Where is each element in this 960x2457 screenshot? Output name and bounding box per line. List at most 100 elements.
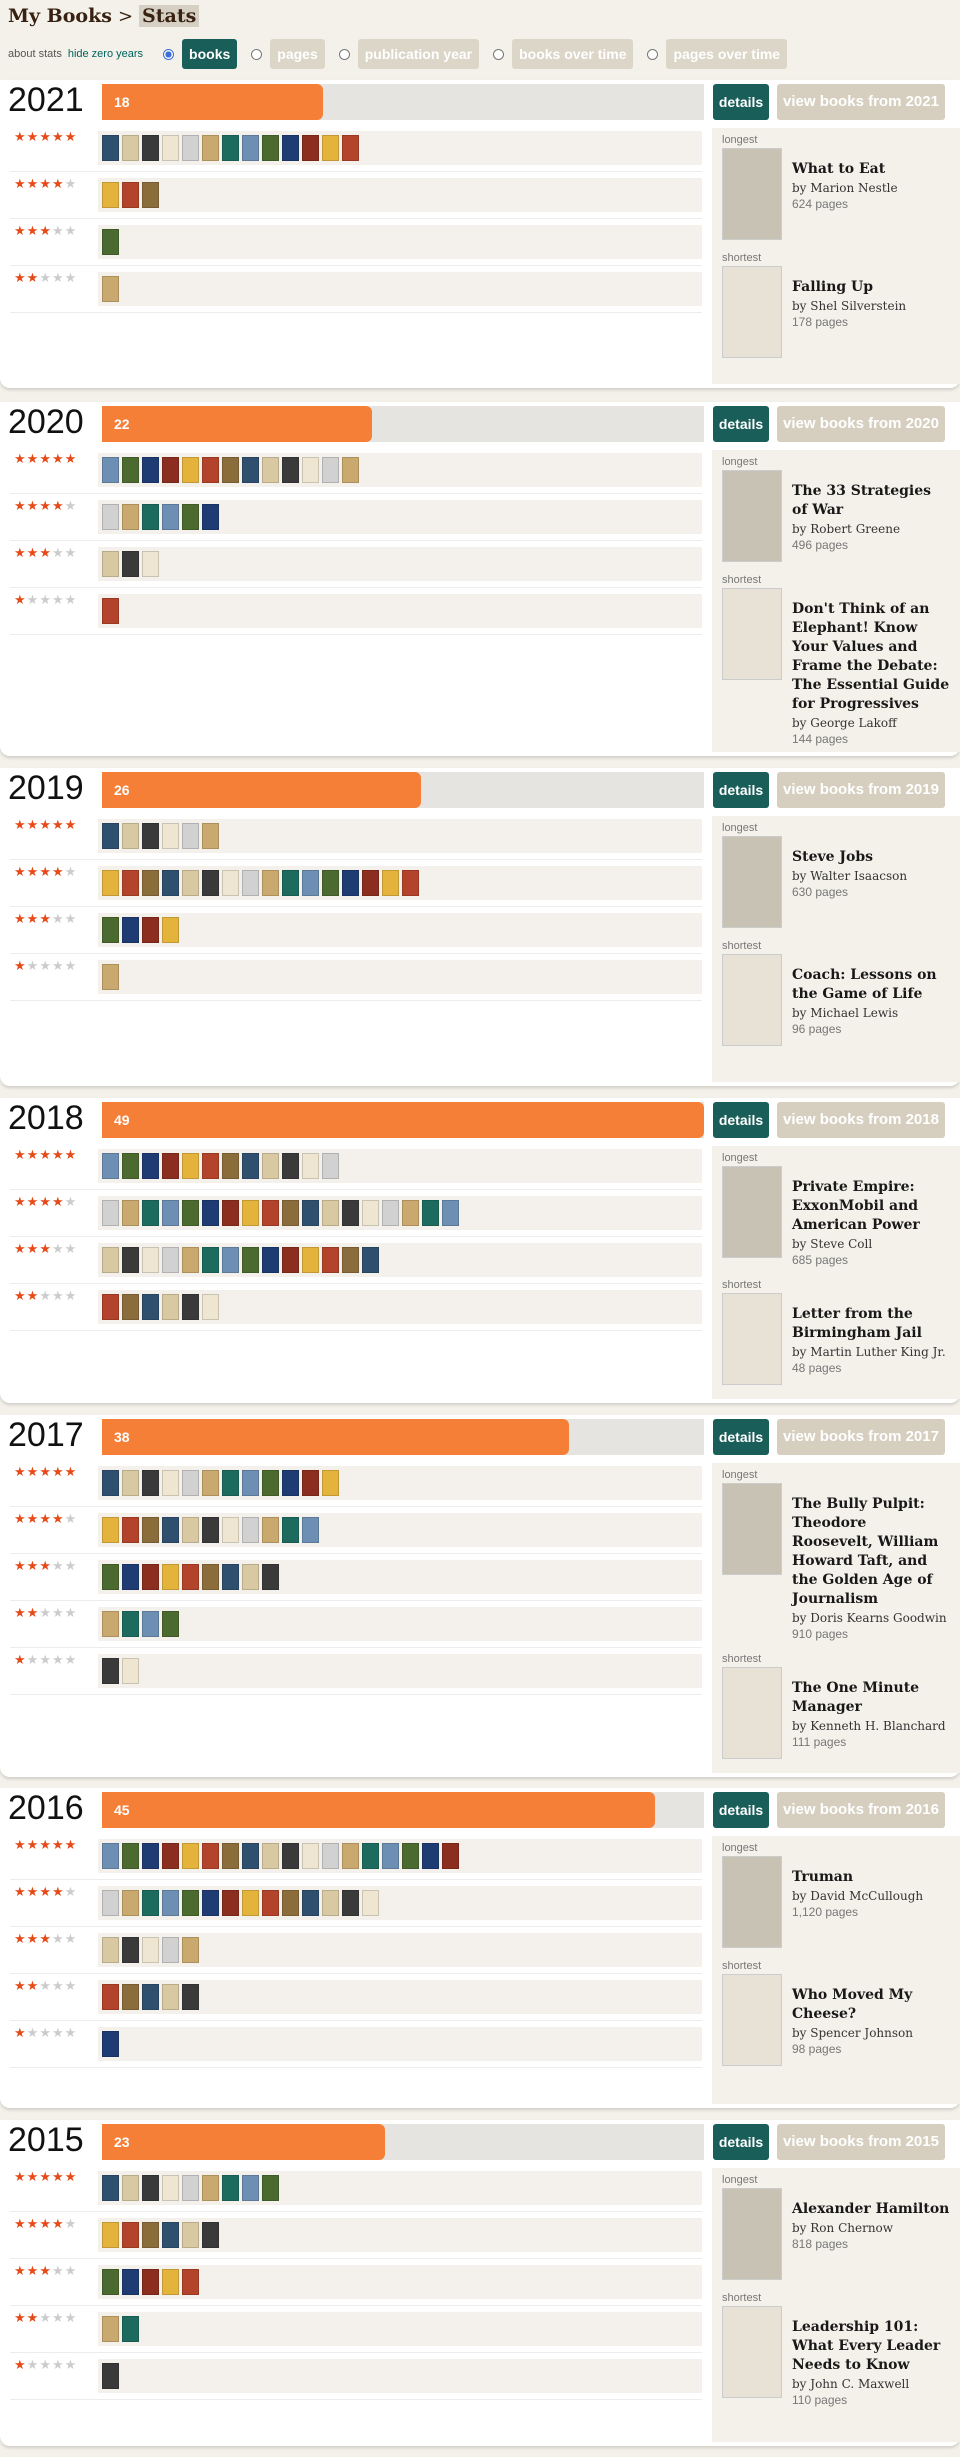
book-cover-thumbnail[interactable] xyxy=(282,1200,299,1226)
book-cover-thumbnail[interactable] xyxy=(202,870,219,896)
book-cover-thumbnail[interactable] xyxy=(362,1890,379,1916)
book-cover-thumbnail[interactable] xyxy=(202,1247,219,1273)
shortest-book-title[interactable]: Letter from the Birmingham Jail xyxy=(792,1306,922,1341)
details-button[interactable]: details xyxy=(713,772,769,808)
book-cover-thumbnail[interactable] xyxy=(102,1658,119,1684)
book-cover-thumbnail[interactable] xyxy=(202,2222,219,2248)
book-cover-thumbnail[interactable] xyxy=(302,870,319,896)
book-cover-thumbnail[interactable] xyxy=(242,1153,259,1179)
book-cover-thumbnail[interactable] xyxy=(122,1890,139,1916)
view-books-button[interactable]: view books from 2019 xyxy=(777,772,945,808)
shortest-book-title[interactable]: The One Minute Manager xyxy=(792,1680,920,1715)
book-cover-thumbnail[interactable] xyxy=(162,504,179,530)
book-cover-thumbnail[interactable] xyxy=(162,917,179,943)
shortest-book-title[interactable]: Don't Think of an Elephant! Know Your Va… xyxy=(792,601,950,712)
view-books-button[interactable]: view books from 2016 xyxy=(777,1792,945,1828)
book-cover-thumbnail[interactable] xyxy=(182,1984,199,2010)
about-stats-link[interactable]: about stats xyxy=(8,48,62,60)
book-cover-thumbnail[interactable] xyxy=(142,1984,159,2010)
shortest-book-cover[interactable] xyxy=(722,1974,782,2066)
books-over-time-toggle[interactable]: books over time xyxy=(512,39,634,69)
book-cover-thumbnail[interactable] xyxy=(282,1247,299,1273)
book-cover-thumbnail[interactable] xyxy=(182,1517,199,1543)
book-cover-thumbnail[interactable] xyxy=(162,2222,179,2248)
book-cover-thumbnail[interactable] xyxy=(102,2363,119,2389)
book-cover-thumbnail[interactable] xyxy=(122,1200,139,1226)
book-cover-thumbnail[interactable] xyxy=(162,1153,179,1179)
book-cover-thumbnail[interactable] xyxy=(222,1890,239,1916)
book-cover-thumbnail[interactable] xyxy=(162,135,179,161)
book-cover-thumbnail[interactable] xyxy=(102,1611,119,1637)
longest-book-author[interactable]: by Marion Nestle xyxy=(792,181,898,195)
longest-book-title[interactable]: What to Eat xyxy=(792,161,886,177)
book-cover-thumbnail[interactable] xyxy=(262,457,279,483)
book-cover-thumbnail[interactable] xyxy=(182,1890,199,1916)
pages-over-time-radio[interactable] xyxy=(647,48,659,60)
book-cover-thumbnail[interactable] xyxy=(102,1564,119,1590)
longest-book-author[interactable]: by Doris Kearns Goodwin xyxy=(792,1611,947,1625)
book-cover-thumbnail[interactable] xyxy=(362,1247,379,1273)
hide-zero-years-link[interactable]: hide zero years xyxy=(67,48,144,60)
book-cover-thumbnail[interactable] xyxy=(262,1517,279,1543)
book-cover-thumbnail[interactable] xyxy=(202,823,219,849)
longest-book-cover[interactable] xyxy=(722,470,782,562)
book-cover-thumbnail[interactable] xyxy=(402,870,419,896)
book-cover-thumbnail[interactable] xyxy=(102,1984,119,2010)
shortest-book-cover[interactable] xyxy=(722,954,782,1046)
book-cover-thumbnail[interactable] xyxy=(182,2175,199,2201)
book-cover-thumbnail[interactable] xyxy=(122,1564,139,1590)
shortest-book-author[interactable]: by Spencer Johnson xyxy=(792,2026,913,2040)
book-cover-thumbnail[interactable] xyxy=(182,1247,199,1273)
book-cover-thumbnail[interactable] xyxy=(402,1843,419,1869)
book-cover-thumbnail[interactable] xyxy=(202,457,219,483)
book-cover-thumbnail[interactable] xyxy=(302,135,319,161)
book-cover-thumbnail[interactable] xyxy=(362,1843,379,1869)
book-cover-thumbnail[interactable] xyxy=(122,1658,139,1684)
book-cover-thumbnail[interactable] xyxy=(102,2316,119,2342)
book-cover-thumbnail[interactable] xyxy=(222,1843,239,1869)
book-cover-thumbnail[interactable] xyxy=(242,1247,259,1273)
book-cover-thumbnail[interactable] xyxy=(342,1200,359,1226)
longest-book-title[interactable]: Alexander Hamilton xyxy=(792,2201,950,2217)
book-cover-thumbnail[interactable] xyxy=(442,1200,459,1226)
book-cover-thumbnail[interactable] xyxy=(222,1470,239,1496)
book-cover-thumbnail[interactable] xyxy=(202,2175,219,2201)
view-books-button[interactable]: view books from 2017 xyxy=(777,1419,945,1455)
book-cover-thumbnail[interactable] xyxy=(342,457,359,483)
book-cover-thumbnail[interactable] xyxy=(242,1890,259,1916)
book-cover-thumbnail[interactable] xyxy=(162,1611,179,1637)
book-cover-thumbnail[interactable] xyxy=(102,1247,119,1273)
book-cover-thumbnail[interactable] xyxy=(142,2222,159,2248)
book-cover-thumbnail[interactable] xyxy=(402,1200,419,1226)
book-cover-thumbnail[interactable] xyxy=(182,135,199,161)
book-cover-thumbnail[interactable] xyxy=(182,1153,199,1179)
book-cover-thumbnail[interactable] xyxy=(102,1200,119,1226)
book-cover-thumbnail[interactable] xyxy=(242,135,259,161)
book-cover-thumbnail[interactable] xyxy=(242,1200,259,1226)
book-cover-thumbnail[interactable] xyxy=(102,504,119,530)
details-button[interactable]: details xyxy=(713,1792,769,1828)
view-books-button[interactable]: view books from 2018 xyxy=(777,1102,945,1138)
longest-book-author[interactable]: by Ron Chernow xyxy=(792,2221,894,2235)
book-cover-thumbnail[interactable] xyxy=(322,1200,339,1226)
details-button[interactable]: details xyxy=(713,84,769,120)
book-cover-thumbnail[interactable] xyxy=(162,1247,179,1273)
shortest-book-cover[interactable] xyxy=(722,1293,782,1385)
longest-book-cover[interactable] xyxy=(722,1483,782,1575)
book-cover-thumbnail[interactable] xyxy=(282,870,299,896)
longest-book-title[interactable]: The 33 Strategies of War xyxy=(792,483,932,518)
book-cover-thumbnail[interactable] xyxy=(162,1984,179,2010)
book-cover-thumbnail[interactable] xyxy=(102,2031,119,2057)
book-cover-thumbnail[interactable] xyxy=(142,1294,159,1320)
book-cover-thumbnail[interactable] xyxy=(322,1247,339,1273)
longest-book-title[interactable]: Truman xyxy=(792,1869,854,1885)
book-cover-thumbnail[interactable] xyxy=(222,2175,239,2201)
book-cover-thumbnail[interactable] xyxy=(122,504,139,530)
book-cover-thumbnail[interactable] xyxy=(182,823,199,849)
book-cover-thumbnail[interactable] xyxy=(162,1564,179,1590)
book-cover-thumbnail[interactable] xyxy=(222,1564,239,1590)
book-cover-thumbnail[interactable] xyxy=(142,1200,159,1226)
book-cover-thumbnail[interactable] xyxy=(162,1890,179,1916)
book-cover-thumbnail[interactable] xyxy=(102,182,119,208)
book-cover-thumbnail[interactable] xyxy=(162,1937,179,1963)
